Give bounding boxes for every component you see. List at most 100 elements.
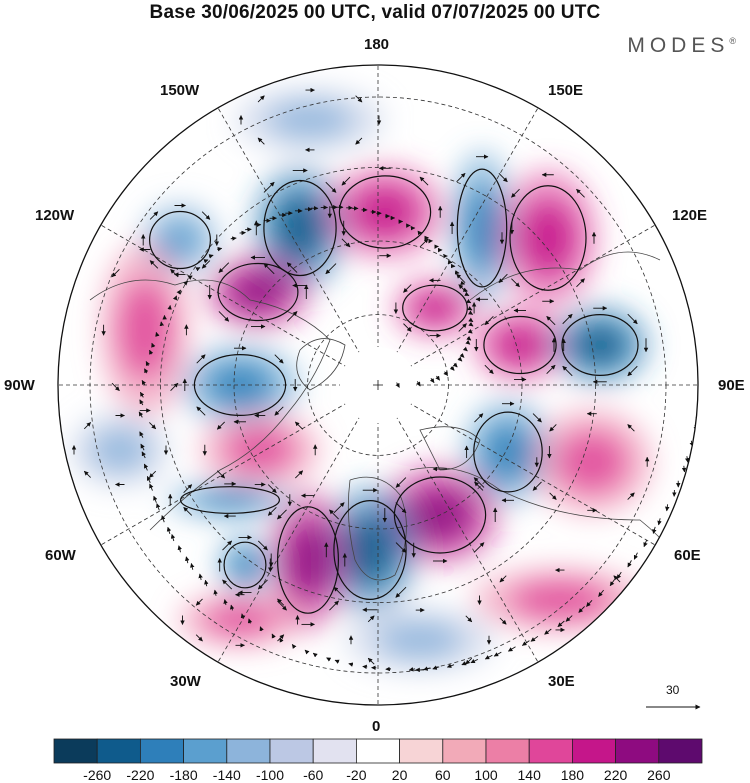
wind-arrow bbox=[295, 421, 304, 430]
wind-arrow bbox=[161, 515, 166, 523]
anomaly-core bbox=[92, 429, 148, 471]
wind-arrow bbox=[333, 586, 345, 598]
wind-arrow bbox=[459, 352, 465, 358]
wind-arrow bbox=[576, 188, 585, 198]
wind-arrow bbox=[204, 579, 209, 587]
wind-arrow bbox=[643, 539, 648, 548]
wind-arrow bbox=[149, 422, 157, 430]
anomaly-core bbox=[572, 322, 628, 368]
anomaly-core bbox=[119, 281, 171, 379]
wind-arrow bbox=[333, 502, 345, 514]
wind-arrow bbox=[546, 364, 556, 374]
wind-arrow bbox=[208, 254, 214, 259]
colorbar bbox=[53, 738, 703, 764]
wind-arrow bbox=[419, 176, 429, 186]
lon-label-120w: 120W bbox=[35, 207, 75, 224]
wind-arrow bbox=[474, 413, 484, 423]
anomaly-core bbox=[520, 199, 576, 277]
colorbar-tick-label: -220 bbox=[126, 767, 155, 783]
contour-line bbox=[180, 486, 281, 514]
contour-line bbox=[483, 315, 557, 375]
wind-arrow bbox=[684, 456, 690, 463]
colorbar-segment bbox=[139, 738, 184, 764]
wind-arrow bbox=[633, 552, 639, 560]
wind-arrow bbox=[195, 267, 201, 272]
wind-arrow bbox=[465, 615, 473, 623]
colorbar-tick-label: -100 bbox=[255, 767, 285, 783]
wind-arrow bbox=[247, 618, 253, 624]
wind-arrow bbox=[277, 509, 287, 520]
wind-arrow bbox=[474, 481, 484, 491]
wind-arrow bbox=[304, 649, 310, 655]
anomaly-core bbox=[228, 271, 288, 313]
anomaly-core bbox=[378, 621, 462, 659]
wind-arrow bbox=[609, 579, 616, 587]
brand-text: MODES bbox=[627, 34, 730, 57]
wind-arrow bbox=[195, 634, 203, 642]
wind-arrow bbox=[467, 328, 473, 334]
wind-arrow bbox=[145, 361, 150, 367]
lon-label-120e: 120E bbox=[672, 207, 708, 224]
pole-marker bbox=[373, 380, 383, 390]
wind-arrow bbox=[201, 260, 211, 269]
colorbar-tick-label: -260 bbox=[83, 767, 112, 783]
contour-line bbox=[456, 168, 508, 288]
wind-arrow bbox=[257, 579, 268, 590]
wind-arrow bbox=[263, 181, 275, 193]
lon-label-180: 180 bbox=[364, 36, 390, 53]
wind-arrow bbox=[429, 378, 435, 384]
wind-arrow bbox=[257, 95, 265, 103]
wind-arrow bbox=[139, 399, 144, 406]
wind-arrow bbox=[196, 354, 206, 364]
anomaly-core bbox=[493, 324, 547, 366]
wind-arrow bbox=[183, 484, 193, 493]
meridian-line bbox=[100, 224, 379, 386]
wind-arrow bbox=[395, 502, 407, 514]
anomaly-core bbox=[206, 362, 274, 408]
colorbar-segment bbox=[485, 738, 530, 764]
wind-arrow bbox=[222, 579, 233, 590]
wind-arrow bbox=[627, 313, 638, 325]
colorbar-segment bbox=[183, 738, 228, 764]
wind-arrow bbox=[149, 349, 154, 355]
wind-arrow bbox=[465, 340, 471, 345]
anomaly-core bbox=[285, 520, 331, 600]
contour-line bbox=[277, 506, 340, 614]
wind-arrow bbox=[155, 331, 160, 337]
colorbar-segment bbox=[528, 738, 573, 764]
coastline bbox=[347, 476, 407, 581]
colorbar-tick-label: 220 bbox=[603, 767, 628, 783]
coastline bbox=[419, 426, 481, 471]
contour-line bbox=[149, 210, 212, 270]
wind-arrow bbox=[446, 663, 455, 668]
colorbar-segment bbox=[269, 738, 314, 764]
colorbar-segment bbox=[53, 738, 98, 764]
contour-line bbox=[402, 284, 468, 332]
colorbar-segment bbox=[355, 738, 400, 764]
contour-line bbox=[338, 175, 432, 249]
wind-arrow bbox=[462, 346, 468, 352]
anomaly-core bbox=[411, 291, 459, 325]
colorbar-tick-label: 20 bbox=[391, 767, 408, 783]
wind-arrow bbox=[403, 284, 412, 293]
wind-arrow bbox=[259, 626, 264, 632]
wind-arrow bbox=[657, 518, 662, 526]
anomaly-core bbox=[268, 101, 352, 139]
wind-arrow bbox=[223, 599, 228, 606]
wind-arrow bbox=[139, 431, 144, 438]
wind-arrow bbox=[697, 399, 698, 405]
wind-arrow bbox=[549, 492, 557, 500]
wind-arrow bbox=[341, 238, 351, 248]
wind-arrow bbox=[395, 542, 407, 553]
colorbar-segment bbox=[96, 738, 141, 764]
wind-arrow bbox=[279, 637, 284, 643]
wind-arrow bbox=[229, 604, 235, 611]
wind-arrow bbox=[557, 620, 565, 628]
wind-arrow bbox=[484, 364, 494, 374]
wind-arrow bbox=[274, 406, 284, 416]
meridian-line bbox=[377, 384, 539, 663]
wind-arrow bbox=[468, 321, 474, 327]
wind-arrow bbox=[499, 617, 507, 625]
wind-arrow bbox=[532, 413, 542, 423]
